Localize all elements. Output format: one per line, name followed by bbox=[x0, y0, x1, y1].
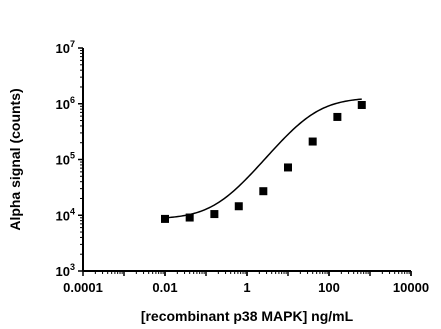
y-ticks: 103 104 105 106 107 bbox=[56, 39, 83, 279]
data-point bbox=[234, 202, 243, 211]
x-tick-label: 10000 bbox=[393, 280, 429, 295]
y-tick-label: 103 bbox=[56, 262, 75, 279]
x-axis-title: [recombinant p38 MAPK] ng/mL bbox=[141, 308, 354, 324]
x-tick-label: 0.01 bbox=[152, 280, 177, 295]
x-tick-label: 1 bbox=[243, 280, 250, 295]
data-point bbox=[161, 214, 169, 223]
x-tick-label: 0.0001 bbox=[63, 280, 103, 295]
data-point bbox=[333, 112, 342, 121]
y-tick-label: 105 bbox=[56, 151, 75, 168]
y-tick-label: 104 bbox=[56, 206, 75, 223]
data-point bbox=[185, 213, 194, 222]
data-point bbox=[284, 163, 292, 172]
x-ticks: 0.0001 0.01 1 100 10000 bbox=[63, 271, 429, 295]
y-tick-label: 106 bbox=[56, 95, 75, 112]
y-tick-label: 107 bbox=[56, 39, 75, 56]
data-points bbox=[161, 100, 366, 223]
data-point bbox=[357, 100, 366, 109]
axes bbox=[82, 48, 411, 272]
data-point bbox=[308, 137, 317, 146]
data-point bbox=[210, 210, 219, 219]
fit-curve bbox=[164, 98, 362, 219]
y-axis-title: Alpha signal (counts) bbox=[7, 88, 23, 230]
data-point bbox=[259, 187, 268, 196]
x-tick-label: 100 bbox=[318, 280, 340, 295]
